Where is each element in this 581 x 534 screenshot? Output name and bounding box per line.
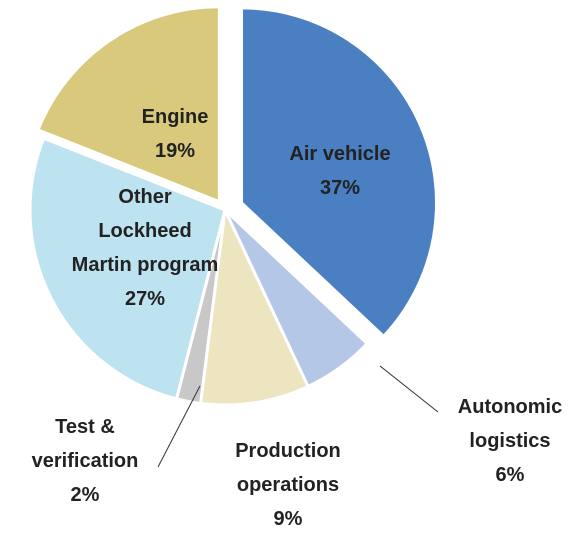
slice-label: Autonomic logistics 6%: [435, 390, 581, 492]
value-label: 6%: [495, 464, 525, 486]
slice-label: Test & verification 2%: [10, 410, 160, 512]
category-label: Autonomic logistics: [457, 396, 563, 452]
value-label: 19%: [154, 140, 196, 162]
pie-slice: [240, 6, 438, 339]
slice-label: Other Lockheed Martin program 27%: [70, 180, 220, 316]
pie-slice: [28, 136, 227, 401]
category-label: Air vehicle: [289, 143, 391, 165]
pie-slice: [198, 204, 311, 407]
leader-line: [157, 385, 201, 468]
leader-line: [379, 365, 439, 413]
value-label: 9%: [273, 508, 303, 530]
slice-label: Engine 19%: [115, 100, 235, 168]
category-label: Test & verification: [31, 416, 139, 472]
category-label: Production operations: [235, 440, 341, 496]
slice-label: Air vehicle 37%: [260, 137, 420, 205]
category-label: Other Lockheed Martin program: [71, 186, 219, 276]
slice-label: Production operations 9%: [198, 434, 378, 534]
category-label: Engine: [141, 106, 209, 128]
value-label: 37%: [319, 177, 361, 199]
value-label: 27%: [124, 288, 166, 310]
value-label: 2%: [70, 484, 100, 506]
pie-slice: [36, 5, 221, 204]
